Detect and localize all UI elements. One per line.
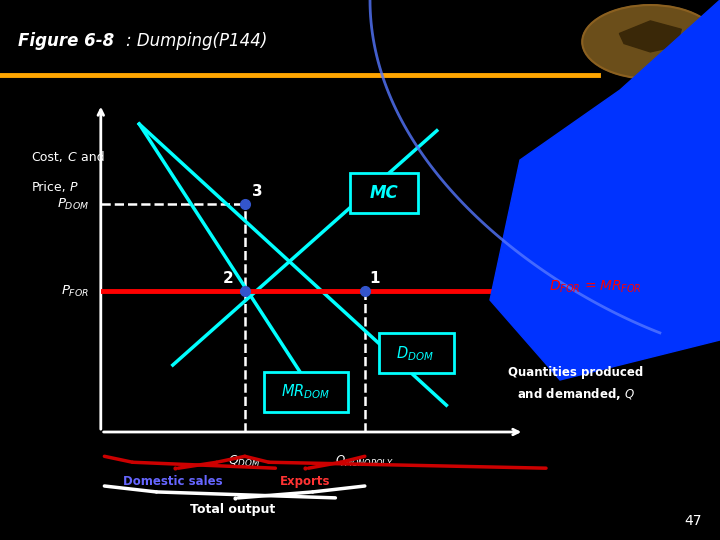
- Text: Cost,: Cost,: [32, 151, 63, 164]
- Circle shape: [582, 5, 719, 79]
- Text: : Dumping(P144): : Dumping(P144): [126, 32, 267, 50]
- Text: Total output: Total output: [190, 503, 276, 516]
- Text: $\it{Q}_{DOM}$: $\it{Q}_{DOM}$: [228, 454, 261, 469]
- Text: 1: 1: [369, 271, 380, 286]
- Text: $\it{D}_{DOM}$: $\it{D}_{DOM}$: [396, 344, 434, 363]
- Text: $\it{Q}_{MONOPOLY}$: $\it{Q}_{MONOPOLY}$: [336, 454, 395, 469]
- Text: P: P: [66, 181, 78, 194]
- Text: and: and: [77, 151, 104, 164]
- FancyBboxPatch shape: [351, 173, 418, 213]
- FancyBboxPatch shape: [264, 372, 348, 412]
- Polygon shape: [655, 55, 686, 71]
- Text: Domestic sales: Domestic sales: [123, 475, 222, 488]
- Text: Quantities produced: Quantities produced: [508, 366, 644, 379]
- Text: Price,: Price,: [32, 181, 66, 194]
- Text: $\it{MR}_{DOM}$: $\it{MR}_{DOM}$: [281, 382, 330, 401]
- Text: 3: 3: [252, 184, 263, 199]
- Text: $= \it{MR}_{FOR}$: $= \it{MR}_{FOR}$: [582, 279, 642, 295]
- Text: MC: MC: [369, 184, 398, 201]
- Polygon shape: [619, 21, 681, 52]
- Text: $\it{P}_{FOR}$: $\it{P}_{FOR}$: [60, 284, 89, 299]
- Polygon shape: [490, 0, 720, 380]
- Text: Exports: Exports: [279, 475, 330, 488]
- Text: Figure 6-8: Figure 6-8: [18, 32, 114, 50]
- FancyBboxPatch shape: [379, 333, 454, 374]
- Text: C: C: [64, 151, 77, 164]
- Text: $\it{D}_{FOR}$: $\it{D}_{FOR}$: [549, 279, 580, 295]
- Text: 2: 2: [223, 271, 234, 286]
- Text: $\it{P}_{DOM}$: $\it{P}_{DOM}$: [57, 197, 89, 212]
- Text: and demanded, $\it{Q}$: and demanded, $\it{Q}$: [517, 386, 635, 402]
- Text: 47: 47: [685, 514, 702, 528]
